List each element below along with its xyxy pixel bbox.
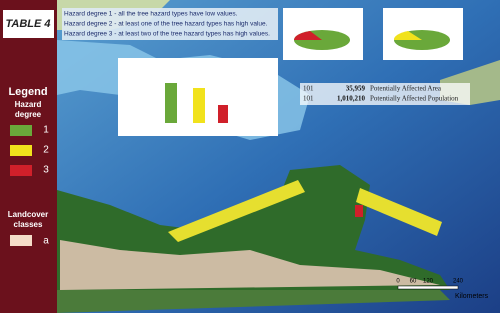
note: Hazard degree 3 - at least two of the tr… — [64, 31, 270, 38]
bar-shape — [165, 83, 177, 123]
hazard-high — [355, 205, 363, 217]
stat-label: Potentially Affected Population — [370, 95, 459, 103]
stat-code: 101 — [303, 85, 314, 93]
notes-box — [62, 8, 278, 40]
stat-value: 35,959 — [346, 85, 366, 93]
scale-tick-label: 120 — [423, 279, 434, 285]
land-south — [57, 290, 450, 313]
scale-tick-label: 240 — [453, 279, 464, 285]
swatch — [10, 235, 32, 246]
landcover-title-box: Landcover classes — [7, 210, 49, 229]
scale-tick-label: 0 — [396, 279, 400, 285]
scale-tick-label: 60 — [410, 279, 417, 285]
hazard-band — [168, 180, 305, 242]
landcover-title: Landcover classes — [7, 210, 49, 229]
landcover-a — [60, 240, 440, 290]
stats-box — [300, 83, 470, 105]
table-label: TABLE 4 — [5, 18, 50, 30]
swatch — [10, 125, 32, 136]
scale-bar: 0 60 120 240 Kilometers — [396, 279, 488, 300]
table-label-box — [3, 10, 54, 38]
hazard-title-box: Hazard degree — [14, 100, 42, 119]
scale-bar-fill — [397, 285, 459, 290]
stat-code: 101 — [303, 95, 314, 103]
class-label: 1 — [43, 125, 49, 136]
note: Hazard degree 2 - at least one of the tr… — [64, 21, 268, 28]
bar-shape — [193, 88, 205, 123]
class-label: 3 — [43, 165, 49, 176]
swatch — [10, 165, 32, 176]
class-label: a — [43, 236, 49, 247]
note: Hazard degree 1 - all the tree hazard ty… — [64, 11, 238, 18]
stat-value: 1,010,210 — [337, 95, 366, 103]
hazard-band — [356, 188, 442, 236]
sidebar — [0, 0, 57, 313]
pie-slice — [294, 31, 322, 40]
pie-slice — [393, 31, 422, 40]
hazard-title: Hazard degree — [14, 100, 42, 119]
stats: 101 35,959 Potentially Affected Area 101 1,0… — [303, 85, 459, 103]
legend-title: Legend — [8, 86, 47, 98]
class-label: 2 — [43, 145, 49, 156]
stat-label: Potentially Affected Area — [370, 85, 442, 93]
swatch — [10, 145, 32, 156]
scale-unit: Kilometers — [455, 293, 489, 300]
bar-shape — [218, 105, 228, 123]
